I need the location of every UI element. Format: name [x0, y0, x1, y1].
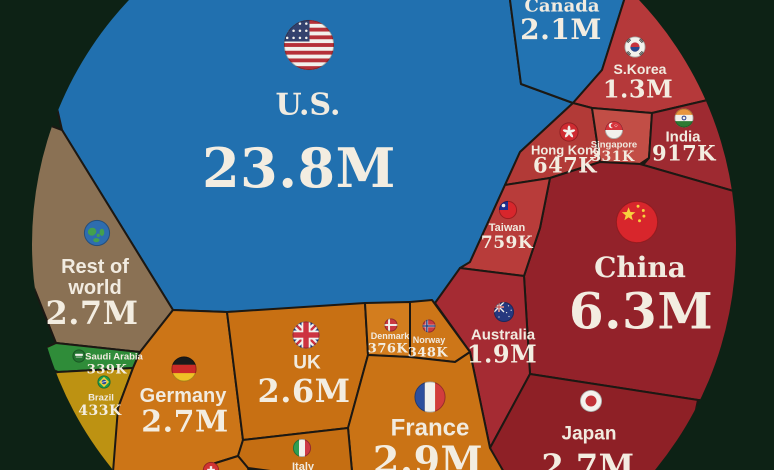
cell-restofworld-name-line2: world — [67, 277, 121, 299]
cell-denmark-value: 376K — [368, 342, 409, 357]
de-flag-icon — [171, 356, 197, 382]
cell-japan-name: Japan — [562, 424, 617, 445]
cell-china-name: China — [594, 251, 686, 284]
cell-canada-name: Canada — [525, 0, 600, 16]
cell-taiwan-name: Taiwan — [489, 222, 526, 234]
cell-italy — [237, 427, 354, 470]
cell-canada-value: 2.1M — [520, 13, 602, 46]
cell-skorea-value: 1.3M — [603, 74, 673, 103]
jp-flag-icon — [579, 389, 603, 413]
cell-taiwan-value: 759K — [481, 233, 534, 253]
cell-denmark-name: Denmark — [371, 331, 411, 341]
cell-restofworld-name-line1: Rest of — [61, 256, 129, 278]
cell-norway-name: Norway — [413, 335, 446, 345]
cell-japan-value: 2.7M — [541, 447, 634, 470]
cell-germany-value: 2.7M — [141, 405, 228, 440]
cell-australia-value: 1.9M — [467, 339, 537, 368]
gb-flag-icon — [292, 321, 320, 349]
cell-uk-name: UK — [293, 353, 321, 374]
cell-australia-name: Australia — [471, 326, 536, 343]
cell-japan — [489, 373, 699, 470]
globe-flag-icon — [83, 219, 111, 247]
ch-flag-icon — [202, 461, 220, 470]
cell-singapore-value: 331K — [591, 149, 635, 165]
cell-germany-name: Germany — [140, 385, 228, 407]
au-flag-icon — [493, 301, 515, 323]
no-flag-icon — [422, 319, 436, 333]
sa-flag-icon — [72, 349, 86, 363]
cell-hongkong-name: Hong Kong — [531, 143, 601, 158]
in-flag-icon — [674, 108, 694, 128]
cell-saudiarabia-value: 339K — [87, 363, 128, 378]
us-flag-icon — [283, 19, 335, 71]
cell-italy-name: Italy — [292, 461, 315, 470]
tw-flag-icon — [498, 200, 518, 220]
cell-us-name: U.S. — [276, 88, 341, 123]
cell-skorea-name: S.Korea — [614, 61, 667, 77]
hk-flag-icon — [559, 122, 579, 142]
cell-us-value: 23.8M — [202, 136, 396, 200]
cell-china-value: 6.3M — [569, 282, 713, 341]
it-flag-icon — [292, 438, 312, 458]
cell-hongkong-value: 647K — [533, 152, 597, 177]
cell-india-value: 917K — [652, 140, 716, 165]
flags-layer — [72, 19, 694, 470]
sg-flag-icon — [604, 120, 624, 140]
br-flag-icon — [97, 375, 111, 389]
cell-france-value: 2.9M — [373, 437, 483, 470]
fr-flag-icon — [414, 381, 446, 413]
cell-france-name: France — [391, 414, 470, 441]
cell-brazil-value: 433K — [78, 403, 122, 419]
cell-brazil-name: Brazil — [88, 392, 114, 403]
dk-flag-icon — [384, 318, 398, 332]
cell-uk-value: 2.6M — [257, 372, 350, 410]
cell-singapore — [591, 107, 653, 165]
cell-india-name: India — [665, 128, 701, 145]
cell-saudiarabia-name: Saudi Arabia — [85, 351, 143, 362]
cell-norway-value: 348K — [408, 346, 449, 361]
cell-restofworld-value: 2.7M — [45, 294, 138, 332]
cn-flag-icon — [615, 200, 659, 244]
kr-flag-icon — [624, 36, 646, 58]
cell-singapore-name: Singapore — [591, 139, 637, 150]
